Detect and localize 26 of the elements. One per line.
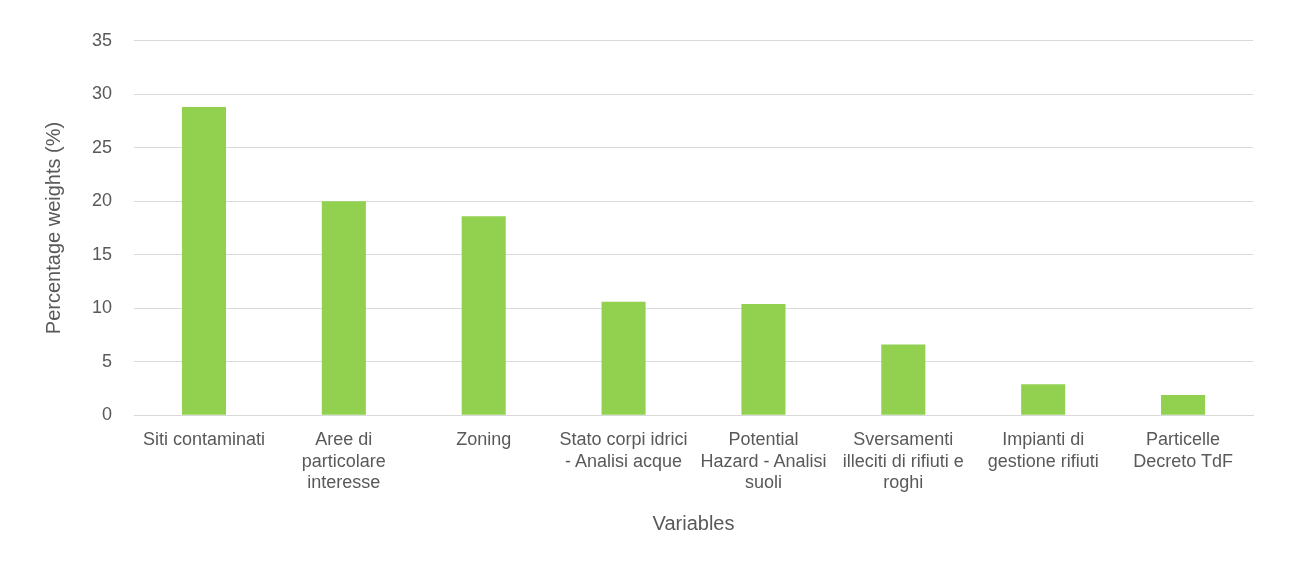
y-tick-label: 5 [102, 350, 113, 371]
bar [601, 301, 646, 415]
y-tick-label: 0 [102, 404, 113, 425]
y-tick-label: 35 [91, 29, 113, 50]
y-tick-label: 20 [91, 190, 113, 211]
x-tick-label: Aree di particolare interesse [301, 428, 386, 493]
x-tick-label: Zoning [456, 428, 512, 449]
x-tick-label: Sversamenti illeciti di rifiuti e roghi [842, 428, 964, 493]
x-tick-label: Stato corpi idrici - Analisi acque [559, 428, 688, 471]
x-tick-label: Particelle Decreto TdF [1133, 428, 1233, 471]
x-axis-title: Variables [652, 511, 735, 534]
bar [461, 216, 506, 415]
x-tick-label: Potential Hazard - Analisi suoli [700, 428, 827, 493]
bar [881, 344, 926, 415]
bar [1021, 384, 1066, 415]
x-tick-label: Siti contaminati [142, 428, 265, 449]
y-tick-label: 15 [91, 243, 113, 264]
y-tick-label: 10 [91, 297, 113, 318]
y-tick-label: 30 [91, 83, 113, 104]
y-tick-label: 25 [91, 136, 113, 157]
y-axis-title: Percentage weights (%) [41, 121, 64, 335]
bar [181, 107, 226, 415]
bar [1161, 394, 1206, 415]
x-tick-label: Impianti di gestione rifiuti [987, 428, 1099, 471]
bar [741, 303, 786, 415]
bar [321, 201, 366, 415]
